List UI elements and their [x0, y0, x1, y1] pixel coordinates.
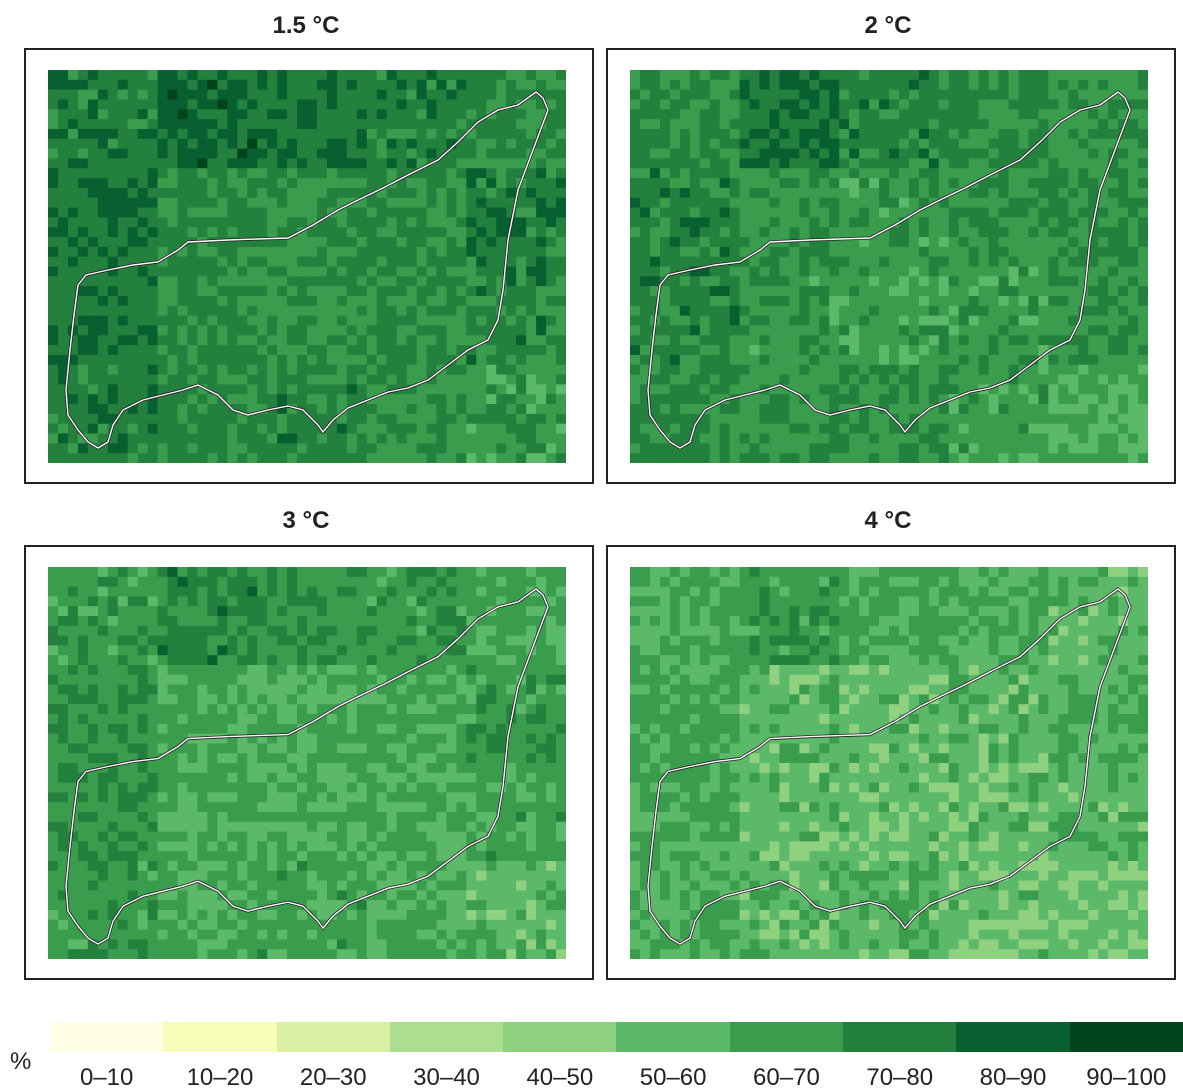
legend-unit: % [10, 1048, 32, 1075]
legend-label-1: 0–10 [79, 1064, 134, 1091]
legend-label-4: 30–40 [413, 1064, 480, 1091]
panel-title-1: 1.5 °C [272, 12, 340, 39]
color-legend-labels: 0–10 10–20 20–30 30–40 40–50 50–60 60–70 70–80 8… [50, 1064, 1183, 1092]
legend-swatch-9 [956, 1022, 1070, 1052]
legend-swatch-7 [729, 1022, 844, 1052]
legend-label-2: 10–20 [186, 1064, 254, 1091]
raster-map-4 [630, 567, 1148, 959]
legend-swatch-8 [843, 1022, 957, 1052]
legend-swatch-10 [1069, 1022, 1183, 1052]
legend-swatch-2 [163, 1022, 277, 1052]
legend-swatch-6 [616, 1022, 730, 1052]
legend-swatch-3 [276, 1022, 390, 1052]
raster-map-1 [48, 70, 566, 463]
legend-label-9: 80–90 [979, 1064, 1047, 1091]
legend-swatch-4 [389, 1022, 504, 1052]
raster-map-2 [630, 70, 1148, 463]
legend-label-6: 50–60 [639, 1064, 707, 1091]
legend-label-7: 60–70 [753, 1064, 820, 1091]
legend-label-10: 90–100 [1086, 1064, 1167, 1091]
panel-title-2: 2 °C [864, 12, 912, 39]
panel-title-3: 3 °C [282, 507, 330, 534]
panel-title-4: 4 °C [864, 507, 912, 534]
legend-label-5: 40–50 [526, 1064, 594, 1091]
legend-swatch-5 [503, 1022, 617, 1052]
legend-label-8: 70–80 [866, 1064, 934, 1091]
raster-map-3 [48, 567, 566, 959]
legend-swatch-1 [50, 1022, 164, 1052]
color-legend-bar [50, 1022, 1183, 1052]
legend-label-3: 20–30 [299, 1064, 367, 1091]
